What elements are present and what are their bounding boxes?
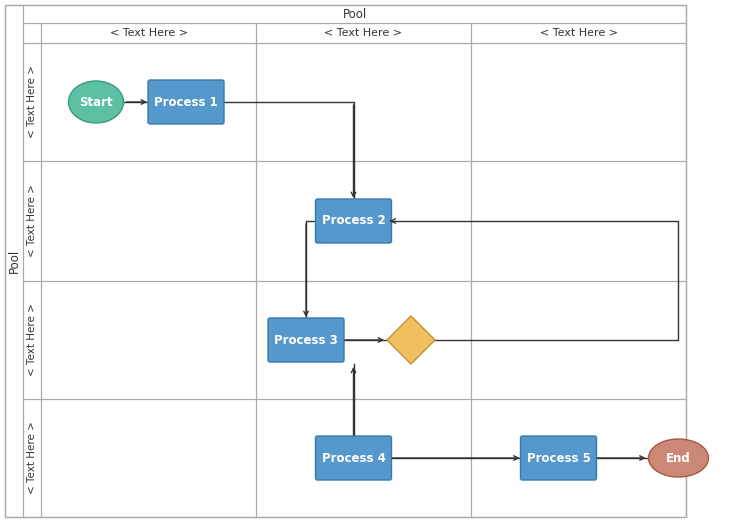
Bar — [41, 161, 256, 281]
Text: < Text Here >: < Text Here > — [540, 28, 618, 38]
Ellipse shape — [69, 81, 124, 123]
Text: < Text Here >: < Text Here > — [27, 66, 37, 138]
Text: Process 2: Process 2 — [322, 215, 385, 228]
Bar — [5, 5, 23, 517]
Bar — [471, 43, 686, 161]
Text: < Text Here >: < Text Here > — [109, 28, 187, 38]
Bar — [41, 43, 256, 161]
Bar — [256, 161, 471, 281]
Text: Pool: Pool — [342, 7, 367, 20]
Text: < Text Here >: < Text Here > — [27, 304, 37, 376]
FancyBboxPatch shape — [268, 318, 344, 362]
Bar — [471, 23, 686, 43]
Bar — [41, 281, 256, 399]
Text: Process 3: Process 3 — [274, 334, 338, 347]
FancyBboxPatch shape — [148, 80, 224, 124]
Bar — [256, 43, 471, 161]
FancyBboxPatch shape — [520, 436, 596, 480]
Bar — [471, 399, 686, 517]
Bar — [256, 281, 471, 399]
FancyBboxPatch shape — [316, 199, 392, 243]
Text: Process 4: Process 4 — [322, 452, 386, 465]
Text: < Text Here >: < Text Here > — [27, 422, 37, 494]
Text: < Text Here >: < Text Here > — [325, 28, 402, 38]
Bar — [256, 399, 471, 517]
Bar — [23, 281, 41, 399]
Text: End: End — [666, 452, 691, 465]
Bar — [256, 23, 471, 43]
Bar — [23, 43, 41, 161]
Text: Process 5: Process 5 — [526, 452, 590, 465]
Text: Start: Start — [79, 96, 112, 109]
Bar — [23, 5, 686, 23]
Text: < Text Here >: < Text Here > — [27, 185, 37, 257]
Bar — [23, 23, 41, 43]
Bar — [471, 281, 686, 399]
Bar — [471, 161, 686, 281]
Polygon shape — [387, 316, 435, 364]
Bar — [23, 399, 41, 517]
Bar — [41, 23, 256, 43]
Ellipse shape — [649, 439, 708, 477]
Bar — [41, 399, 256, 517]
Text: Process 1: Process 1 — [154, 96, 218, 109]
FancyBboxPatch shape — [316, 436, 392, 480]
Text: Pool: Pool — [8, 249, 20, 273]
Bar — [23, 161, 41, 281]
